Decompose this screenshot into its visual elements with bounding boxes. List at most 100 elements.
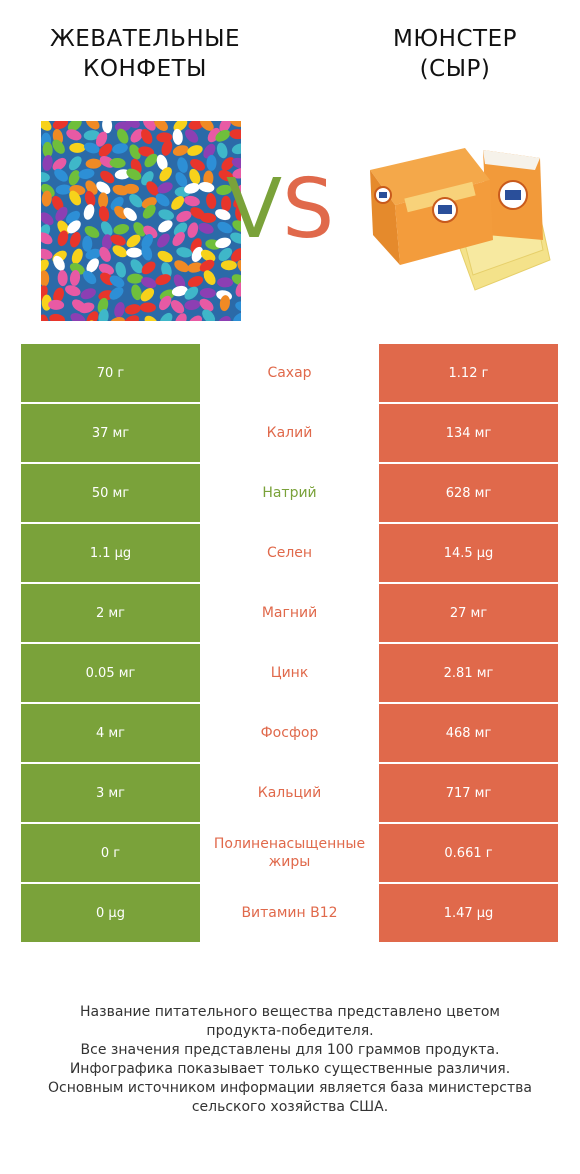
- jelly-bean: [109, 158, 126, 169]
- jelly-bean: [41, 172, 50, 183]
- jelly-bean: [157, 250, 173, 263]
- jelly-bean: [202, 309, 216, 321]
- left-value: 50 мг: [21, 464, 200, 522]
- left-value: 37 мг: [21, 404, 200, 462]
- jelly-bean: [67, 121, 82, 132]
- jelly-bean: [142, 204, 156, 219]
- jelly-bean: [184, 299, 201, 310]
- nutrient-name: Полиненасыщенные жиры: [200, 824, 379, 882]
- jelly-bean: [95, 131, 108, 147]
- left-title-line2: КОНФЕТЫ: [83, 56, 207, 82]
- jelly-bean: [140, 288, 155, 302]
- jelly-bean: [138, 146, 155, 157]
- jelly-bean: [235, 281, 241, 297]
- jelly-bean: [83, 204, 95, 220]
- jelly-bean: [235, 205, 241, 222]
- nutrient-name: Цинк: [200, 644, 379, 702]
- jelly-bean: [237, 260, 241, 275]
- left-value: 70 г: [21, 344, 200, 402]
- jelly-bean: [110, 234, 126, 246]
- jelly-bean: [175, 172, 188, 187]
- jelly-bean: [146, 181, 159, 196]
- jelly-bean: [161, 140, 173, 156]
- jelly-bean: [233, 312, 241, 321]
- jelly-bean: [199, 298, 214, 312]
- jelly-bean: [112, 143, 128, 154]
- jelly-bean: [231, 248, 241, 262]
- vs-s: S: [282, 162, 335, 257]
- jelly-bean: [187, 262, 204, 273]
- jelly-bean: [114, 302, 125, 318]
- nutrient-name: Селен: [200, 524, 379, 582]
- jelly-bean: [200, 212, 217, 223]
- jelly-bean: [215, 129, 231, 142]
- jelly-bean: [154, 121, 168, 131]
- nutrient-name: Кальций: [200, 764, 379, 822]
- jelly-bean: [133, 222, 146, 237]
- jelly-bean: [54, 168, 68, 182]
- jelly-bean: [83, 270, 97, 285]
- jelly-bean: [217, 315, 231, 321]
- table-row: 50 мг Натрий 628 мг: [21, 464, 558, 522]
- jelly-bean: [100, 170, 115, 184]
- jelly-bean: [113, 224, 130, 235]
- nutrient-name: Калий: [200, 404, 379, 462]
- right-value: 1.47 µg: [379, 884, 558, 942]
- jelly-bean: [185, 129, 199, 143]
- jelly-bean: [206, 154, 217, 171]
- jelly-bean: [102, 121, 113, 134]
- jelly-bean: [187, 276, 204, 288]
- footer-line: сельского хозяйства США.: [191, 1099, 389, 1115]
- jelly-bean: [190, 159, 205, 171]
- jelly-bean: [98, 143, 113, 157]
- table-row: 3 мг Кальций 717 мг: [21, 764, 558, 822]
- jelly-bean: [65, 210, 81, 224]
- jelly-bean: [52, 157, 67, 171]
- jelly-bean: [173, 121, 188, 132]
- jelly-bean: [85, 248, 102, 260]
- jelly-bean: [83, 130, 100, 141]
- jelly-bean: [142, 121, 156, 131]
- jelly-bean: [55, 184, 72, 195]
- right-value: 468 мг: [379, 704, 558, 762]
- jelly-bean: [109, 275, 125, 288]
- jelly-bean: [53, 287, 64, 304]
- jelly-bean: [199, 287, 216, 298]
- jelly-bean: [157, 182, 173, 194]
- left-value: 1.1 µg: [21, 524, 200, 582]
- nutrient-name: Магний: [200, 584, 379, 642]
- jelly-bean: [129, 144, 141, 160]
- jelly-bean: [67, 220, 81, 234]
- jelly-bean: [124, 304, 141, 315]
- jelly-bean: [187, 222, 199, 238]
- jelly-bean: [229, 129, 241, 140]
- jelly-bean: [109, 287, 124, 300]
- jelly-bean: [158, 209, 175, 220]
- left-value: 3 мг: [21, 764, 200, 822]
- jelly-bean: [51, 195, 64, 211]
- jelly-bean: [123, 207, 137, 221]
- jelly-bean: [130, 259, 144, 274]
- jelly-bean: [123, 183, 140, 194]
- jelly-bean: [139, 302, 156, 313]
- jelly-bean: [66, 129, 82, 141]
- jelly-bean: [85, 158, 102, 169]
- right-title-line1: МЮНСТЕР: [393, 26, 517, 52]
- nutrient-name: Фосфор: [200, 704, 379, 762]
- jelly-bean: [57, 230, 69, 247]
- jelly-bean: [229, 121, 241, 127]
- munster-cheese-image: [365, 140, 555, 300]
- table-row: 1.1 µg Селен 14.5 µg: [21, 524, 558, 582]
- jelly-bean: [215, 237, 231, 249]
- jelly-bean: [161, 262, 172, 278]
- jelly-bean: [129, 194, 143, 208]
- jelly-bean: [220, 260, 237, 271]
- jelly-bean: [172, 145, 189, 156]
- jelly-bean: [188, 315, 203, 321]
- right-value: 134 мг: [379, 404, 558, 462]
- jelly-bean: [41, 248, 53, 260]
- jelly-bean: [206, 193, 217, 209]
- jelly-bean: [230, 232, 241, 244]
- left-value: 0 µg: [21, 884, 200, 942]
- jelly-bean: [156, 132, 173, 143]
